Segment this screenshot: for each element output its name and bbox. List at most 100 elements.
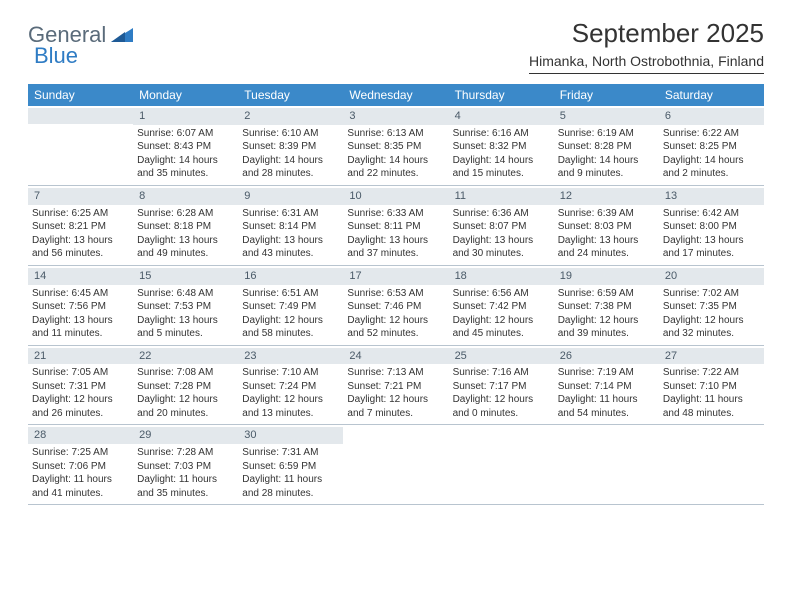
sunset-text: Sunset: 8:43 PM (137, 140, 234, 154)
daylight-line-1: Daylight: 12 hours (453, 314, 550, 328)
calendar-week: 7 Sunrise: 6:25 AMSunset: 8:21 PM Daylight… (28, 186, 764, 266)
calendar-cell: 5Sunrise: 6:19 AMSunset: 8:28 PMDaylight… (554, 106, 659, 185)
day-number: 16 (238, 268, 343, 285)
daylight-line-1: Daylight: 11 hours (242, 473, 339, 487)
sunset-text: Sunset: 7:56 PM (32, 300, 129, 314)
day-number: 12 (554, 188, 659, 205)
sunset-text: Sunset: 8:18 PM (137, 220, 234, 234)
sunset-text: Sunset: 8:39 PM (242, 140, 339, 154)
daylight-line-1: Daylight: 13 hours (663, 234, 760, 248)
sunset-text: Sunset: 7:14 PM (558, 380, 655, 394)
day-number: 7 (28, 188, 133, 205)
sunrise-text: Sunrise: 6:13 AM (347, 127, 444, 141)
sunrise-text: Sunrise: 7:05 AM (32, 366, 129, 380)
daylight-line-1: Daylight: 12 hours (32, 393, 129, 407)
sunrise-text: Sunrise: 7:22 AM (663, 366, 760, 380)
day-number: 13 (659, 188, 764, 205)
daylight-line-1: Daylight: 14 hours (242, 154, 339, 168)
day-header-mon: Monday (133, 84, 238, 106)
calendar-cell: 13Sunrise: 6:42 AMSunset: 8:00 PMDayligh… (659, 186, 764, 265)
day-header-tue: Tuesday (238, 84, 343, 106)
sunrise-text: Sunrise: 6:51 AM (242, 287, 339, 301)
sunrise-text: Sunrise: 6:39 AM (558, 207, 655, 221)
calendar-cell: 4Sunrise: 6:16 AMSunset: 8:32 PMDaylight… (449, 106, 554, 185)
day-number: 19 (554, 268, 659, 285)
calendar-cell: 9Sunrise: 6:31 AMSunset: 8:14 PMDaylight… (238, 186, 343, 265)
day-number: 30 (238, 427, 343, 444)
calendar-cell: 30Sunrise: 7:31 AMSunset: 6:59 PMDayligh… (238, 425, 343, 504)
daylight-line-1: Daylight: 13 hours (347, 234, 444, 248)
day-number: 2 (238, 108, 343, 125)
daylight-line-1: Daylight: 12 hours (242, 393, 339, 407)
sunrise-text: Sunrise: 7:02 AM (663, 287, 760, 301)
daylight-line-1: Daylight: 13 hours (137, 234, 234, 248)
daylight-line-2: and 15 minutes. (453, 167, 550, 181)
sunset-text: Sunset: 7:03 PM (137, 460, 234, 474)
day-number: 18 (449, 268, 554, 285)
daylight-line-2: and 35 minutes. (137, 487, 234, 501)
calendar-week: 28Sunrise: 7:25 AMSunset: 7:06 PMDayligh… (28, 425, 764, 505)
daylight-line-2: and 2 minutes. (663, 167, 760, 181)
daylight-line-1: Daylight: 13 hours (137, 314, 234, 328)
day-number: 26 (554, 348, 659, 365)
sunrise-text: Sunrise: 6:42 AM (663, 207, 760, 221)
sunset-text: Sunset: 8:28 PM (558, 140, 655, 154)
logo-text-stack: General Blue (28, 24, 133, 66)
daylight-line-2: and 11 minutes. (32, 327, 129, 341)
location-text: Himanka, North Ostrobothnia, Finland (529, 53, 764, 74)
calendar-cell (28, 106, 133, 185)
sunrise-text: Sunrise: 6:48 AM (137, 287, 234, 301)
calendar-cell: 3Sunrise: 6:13 AMSunset: 8:35 PMDaylight… (343, 106, 448, 185)
calendar-page: General Blue September 2025 Himanka, Nor… (0, 0, 792, 515)
sunset-text: Sunset: 7:42 PM (453, 300, 550, 314)
day-number: 8 (133, 188, 238, 205)
daylight-line-2: and 49 minutes. (137, 247, 234, 261)
daylight-line-1: Daylight: 14 hours (137, 154, 234, 168)
sunset-text: Sunset: 7:49 PM (242, 300, 339, 314)
calendar-cell: 1Sunrise: 6:07 AMSunset: 8:43 PMDaylight… (133, 106, 238, 185)
calendar-cell: 25Sunrise: 7:16 AMSunset: 7:17 PMDayligh… (449, 346, 554, 425)
daylight-line-2: and 13 minutes. (242, 407, 339, 421)
day-number: 22 (133, 348, 238, 365)
sunrise-text: Sunrise: 7:08 AM (137, 366, 234, 380)
sunrise-text: Sunrise: 6:25 AM (32, 207, 129, 221)
daylight-line-1: Daylight: 12 hours (663, 314, 760, 328)
daylight-line-1: Daylight: 11 hours (558, 393, 655, 407)
sunset-text: Sunset: 7:53 PM (137, 300, 234, 314)
daylight-line-2: and 54 minutes. (558, 407, 655, 421)
calendar-cell (343, 425, 448, 504)
sunset-text: Sunset: 8:21 PM (32, 220, 129, 234)
sunrise-text: Sunrise: 7:10 AM (242, 366, 339, 380)
daylight-line-1: Daylight: 14 hours (453, 154, 550, 168)
sunset-text: Sunset: 8:14 PM (242, 220, 339, 234)
sunrise-text: Sunrise: 6:31 AM (242, 207, 339, 221)
sunrise-text: Sunrise: 6:36 AM (453, 207, 550, 221)
daylight-line-2: and 24 minutes. (558, 247, 655, 261)
daylight-line-2: and 7 minutes. (347, 407, 444, 421)
sunrise-text: Sunrise: 6:56 AM (453, 287, 550, 301)
calendar-cell: 7Sunrise: 6:25 AMSunset: 8:21 PMDaylight… (28, 186, 133, 265)
day-number: 24 (343, 348, 448, 365)
daylight-line-2: and 5 minutes. (137, 327, 234, 341)
daylight-line-2: and 22 minutes. (347, 167, 444, 181)
logo-word-2: Blue (34, 46, 133, 66)
daylight-line-2: and 28 minutes. (242, 487, 339, 501)
sunset-text: Sunset: 7:17 PM (453, 380, 550, 394)
calendar-week: 1Sunrise: 6:07 AMSunset: 8:43 PMDaylight… (28, 106, 764, 186)
sunset-text: Sunset: 7:21 PM (347, 380, 444, 394)
sunrise-text: Sunrise: 6:22 AM (663, 127, 760, 141)
daylight-line-2: and 45 minutes. (453, 327, 550, 341)
daylight-line-1: Daylight: 12 hours (347, 393, 444, 407)
daylight-line-2: and 17 minutes. (663, 247, 760, 261)
day-number: 10 (343, 188, 448, 205)
daylight-line-2: and 26 minutes. (32, 407, 129, 421)
daylight-line-2: and 52 minutes. (347, 327, 444, 341)
calendar-cell: 11Sunrise: 6:36 AMSunset: 8:07 PMDayligh… (449, 186, 554, 265)
daylight-line-2: and 32 minutes. (663, 327, 760, 341)
daylight-line-1: Daylight: 12 hours (137, 393, 234, 407)
sunset-text: Sunset: 7:38 PM (558, 300, 655, 314)
calendar-cell: 14Sunrise: 6:45 AMSunset: 7:56 PMDayligh… (28, 266, 133, 345)
daylight-line-2: and 9 minutes. (558, 167, 655, 181)
calendar-cell (554, 425, 659, 504)
daylight-line-2: and 20 minutes. (137, 407, 234, 421)
